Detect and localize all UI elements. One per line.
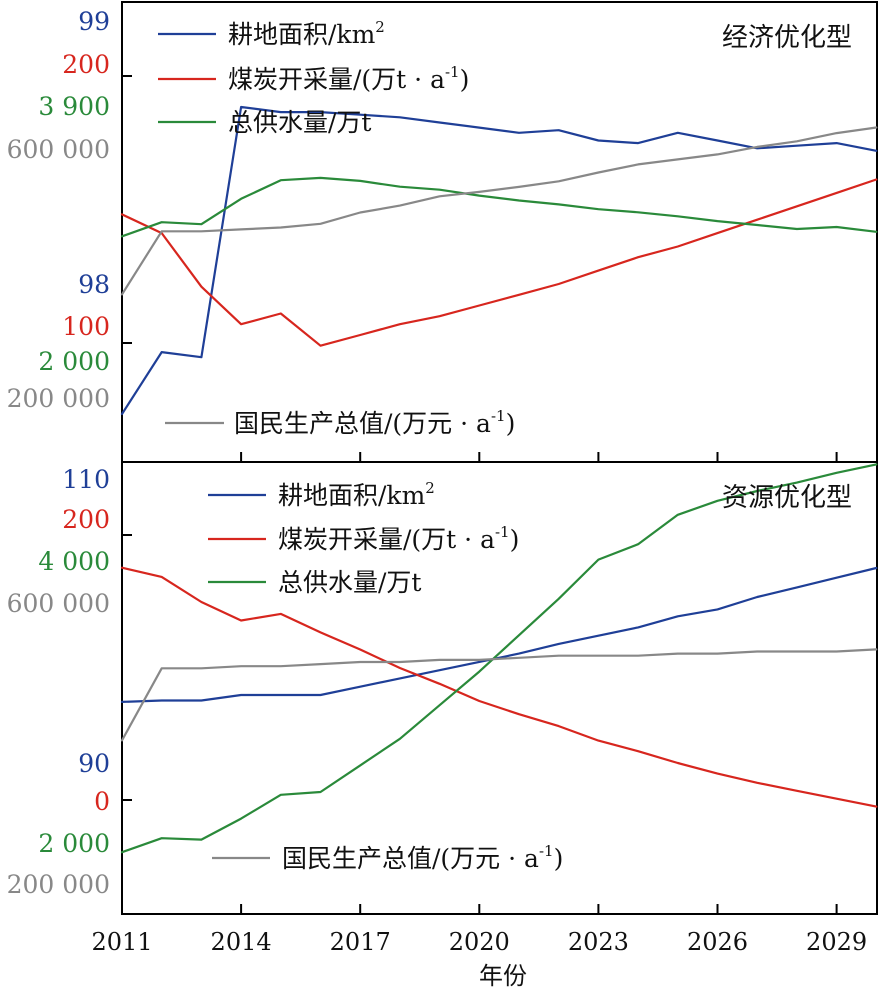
panel-1: 99 98 200 100 3 900 2 000 600 000 200 000 耕地面积/k… xyxy=(7,1,878,463)
series-line-coal xyxy=(120,566,878,808)
series-line-gdp xyxy=(120,648,878,742)
panel-title: 资源优化型 xyxy=(722,483,852,513)
y-tick-label-gdp: 600 000 xyxy=(7,589,110,618)
series-line-water xyxy=(120,463,878,854)
y-tick-label-water: 4 000 xyxy=(38,547,110,576)
y-tick-label-farmland: 99 xyxy=(78,7,110,36)
panel-title: 经济优化型 xyxy=(722,23,852,53)
series-line-gdp xyxy=(120,126,878,296)
legend-label-water: 总供水量/万t xyxy=(228,108,371,137)
panel-frame xyxy=(121,461,878,915)
series-line-farmland xyxy=(120,105,878,416)
legend-label-farmland: 耕地面积/km2 xyxy=(278,479,435,510)
y-tick-label-water: 2 000 xyxy=(38,829,110,858)
x-tick-label: 2023 xyxy=(568,928,629,956)
legend-label-water: 总供水量/万t xyxy=(278,568,421,597)
chart-panels: 99 98 200 100 3 900 2 000 600 000 200 000 耕地面积/k… xyxy=(7,1,878,915)
legend-label-gdp: 国民生产总值/(万元 · a-1) xyxy=(234,407,515,438)
y-tick-label-coal: 200 xyxy=(62,505,110,534)
x-tick-label: 2029 xyxy=(806,928,867,956)
x-tick-label: 2026 xyxy=(687,928,748,956)
series-line-water xyxy=(120,176,878,238)
y-tick-label-water: 2 000 xyxy=(38,347,110,376)
y-tick-label-gdp: 200 000 xyxy=(7,870,110,899)
y-tick-label-coal: 0 xyxy=(94,787,110,816)
y-tick-label-water: 3 900 xyxy=(38,92,110,121)
legend-label-coal: 煤炭开采量/(万t · a-1) xyxy=(278,523,519,554)
x-axis: 2011 2014 2017 2020 2023 2026 2029 年份 xyxy=(91,928,867,990)
legend-label-farmland: 耕地面积/km2 xyxy=(228,18,385,49)
y-tick-label-coal: 200 xyxy=(62,50,110,79)
x-tick-label: 2011 xyxy=(91,928,152,956)
y-tick-label-gdp: 200 000 xyxy=(7,384,110,413)
x-tick-label: 2017 xyxy=(330,928,391,956)
y-tick-label-coal: 100 xyxy=(62,312,110,341)
y-tick-label-farmland: 110 xyxy=(62,465,110,494)
legend-label-coal: 煤炭开采量/(万t · a-1) xyxy=(228,63,469,94)
y-tick-label-farmland: 90 xyxy=(78,749,110,778)
series-line-coal xyxy=(120,178,878,347)
x-tick-label: 2020 xyxy=(449,928,510,956)
y-tick-label-gdp: 600 000 xyxy=(7,135,110,164)
x-axis-label: 年份 xyxy=(479,962,527,990)
legend-label-gdp: 国民生产总值/(万元 · a-1) xyxy=(282,842,563,873)
y-tick-label-farmland: 98 xyxy=(78,270,110,299)
x-tick-label: 2014 xyxy=(211,928,272,956)
panel-2: 110 90 200 0 4 000 2 000 600 000 200 000 耕地面积/km… xyxy=(7,461,878,915)
series-line-farmland xyxy=(120,566,878,704)
